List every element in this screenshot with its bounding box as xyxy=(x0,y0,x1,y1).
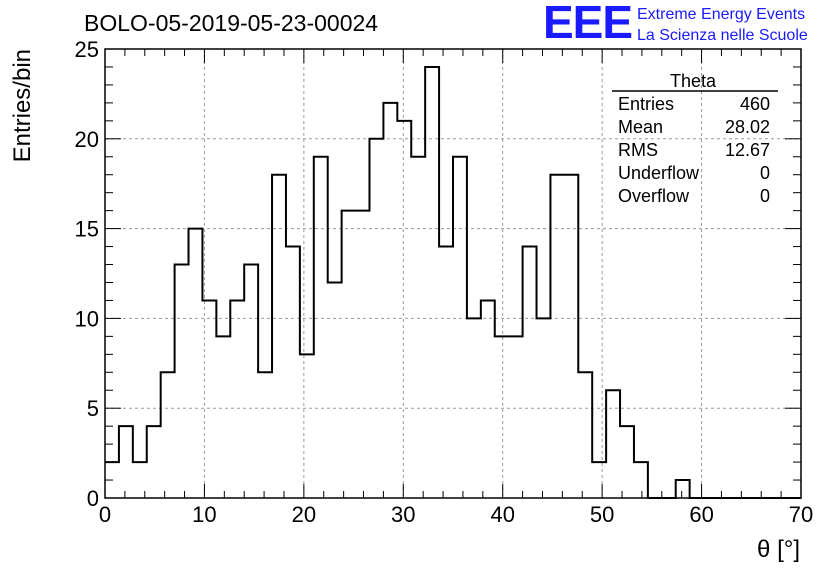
y-tick-label: 0 xyxy=(87,486,99,511)
logo-mark: EEE xyxy=(543,0,633,48)
grid-lines xyxy=(105,49,801,498)
histogram-bin xyxy=(523,247,537,498)
histogram-bin xyxy=(189,229,203,498)
stats-box: Theta Entries 460 Mean 28.02 RMS 12.67 U… xyxy=(612,71,778,206)
x-tick-label: 10 xyxy=(192,502,216,527)
histogram-bin xyxy=(244,265,258,498)
x-tick-label: 20 xyxy=(292,502,316,527)
histogram-bin xyxy=(481,300,495,498)
stats-rms-label: RMS xyxy=(618,140,658,160)
histogram-bin xyxy=(314,157,328,498)
histogram-bin xyxy=(216,336,230,498)
y-tick-label: 10 xyxy=(75,306,99,331)
histogram-bin xyxy=(592,462,606,498)
x-axis-label: θ [°] xyxy=(757,536,800,563)
histogram-bin xyxy=(453,157,467,498)
histogram-bin xyxy=(439,247,453,498)
stats-overflow-label: Overflow xyxy=(618,186,690,206)
histogram-bin xyxy=(550,175,564,498)
x-tick-label: 60 xyxy=(689,502,713,527)
histogram-bin xyxy=(578,372,592,498)
histogram-bin xyxy=(175,265,189,498)
logo-text: Extreme Energy Events La Scienza nelle S… xyxy=(637,4,808,46)
histogram-bin xyxy=(356,211,370,498)
stats-entries-label: Entries xyxy=(618,94,674,114)
x-tick-label: 70 xyxy=(789,502,813,527)
histogram-bin xyxy=(147,426,161,498)
x-tick-label: 0 xyxy=(99,502,111,527)
histogram-bin xyxy=(272,175,286,498)
histogram-bin xyxy=(286,247,300,498)
logo-line-2: La Scienza nelle Scuole xyxy=(637,27,808,44)
axis-ticks xyxy=(104,48,802,499)
histogram-bin xyxy=(258,372,272,498)
histogram-bin xyxy=(397,121,411,498)
histogram-bin xyxy=(425,67,439,498)
stats-entries-value: 460 xyxy=(740,94,770,114)
axis-tick-labels: 0 10 20 30 40 50 60 70 0 5 10 15 20 25 xyxy=(75,37,814,527)
x-tick-label: 40 xyxy=(490,502,514,527)
stats-mean-label: Mean xyxy=(618,117,663,137)
stats-underflow-label: Underflow xyxy=(618,163,700,183)
histogram-bin xyxy=(161,372,175,498)
y-tick-label: 5 xyxy=(87,396,99,421)
histogram-bin xyxy=(383,103,397,498)
x-tick-label: 30 xyxy=(391,502,415,527)
histogram-bin xyxy=(495,336,509,498)
logo-line-1: Extreme Energy Events xyxy=(637,6,806,23)
histogram-bin xyxy=(328,282,342,498)
y-axis-label: Entries/bin xyxy=(9,49,36,162)
histogram-bin xyxy=(509,336,523,498)
histogram-bin xyxy=(564,175,578,498)
plot-frame xyxy=(104,48,802,499)
histogram-bin xyxy=(620,426,634,498)
histogram-outline xyxy=(105,65,801,499)
stats-overflow-value: 0 xyxy=(760,186,770,206)
histogram-bin xyxy=(676,480,690,498)
x-tick-label: 50 xyxy=(590,502,614,527)
histogram-bin xyxy=(342,211,356,498)
stats-underflow-value: 0 xyxy=(760,163,770,183)
stats-title: Theta xyxy=(670,71,717,91)
stats-mean-value: 28.02 xyxy=(725,117,770,137)
histogram-bin xyxy=(230,300,244,498)
stats-rms-value: 12.67 xyxy=(725,140,770,160)
histogram-bars xyxy=(105,65,801,499)
histogram-bin xyxy=(634,462,648,498)
histogram-bin xyxy=(119,426,133,498)
y-tick-label: 15 xyxy=(75,217,99,242)
histogram-bin xyxy=(606,390,620,498)
chart-title: BOLO-05-2019-05-23-00024 xyxy=(84,10,379,36)
y-tick-label: 20 xyxy=(75,127,99,152)
histogram-bin xyxy=(411,157,425,498)
histogram-bin xyxy=(300,354,314,498)
y-tick-label: 25 xyxy=(75,37,99,62)
